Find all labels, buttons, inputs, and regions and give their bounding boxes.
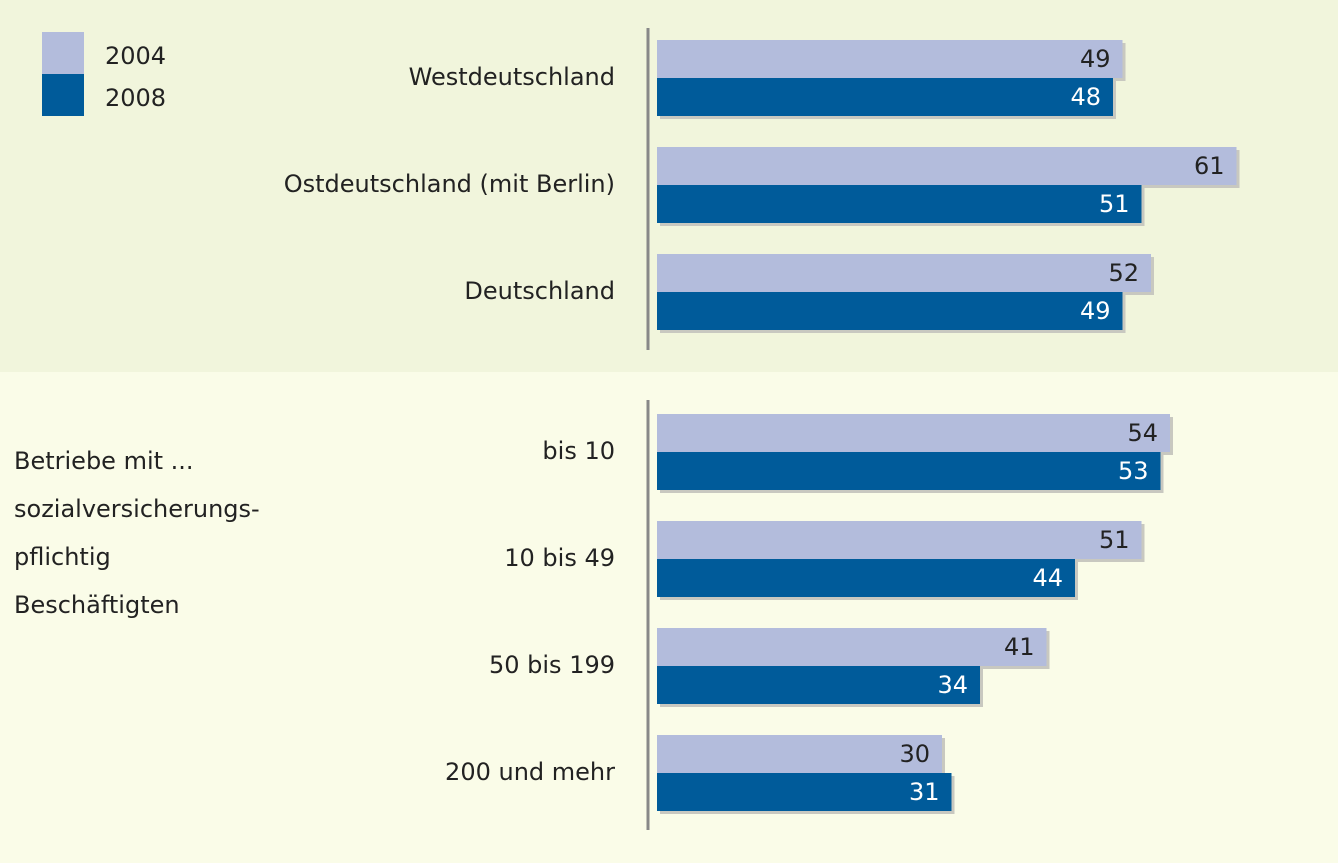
category-label: 10 bis 49 [504,544,615,572]
value-label: 41 [1004,633,1035,661]
value-label: 53 [1118,457,1149,485]
bar [657,521,1142,559]
value-label: 34 [937,671,968,699]
bar [657,292,1123,330]
value-label: 61 [1194,152,1225,180]
annotation: Betriebe mit ... [14,447,194,475]
value-label: 51 [1099,190,1130,218]
value-label: 30 [899,740,930,768]
category-label: bis 10 [542,437,615,465]
value-label: 49 [1080,297,1111,325]
bar [657,773,952,811]
bar [657,78,1113,116]
bar [657,414,1170,452]
legend-label: 2004 [105,42,166,70]
legend-label: 2008 [105,84,166,112]
category-label: Westdeutschland [409,63,615,91]
bar [657,254,1151,292]
value-label: 48 [1070,83,1101,111]
annotation: Beschäftigten [14,591,180,619]
bar [657,735,942,773]
value-label: 52 [1108,259,1139,287]
category-label: Ostdeutschland (mit Berlin) [284,170,615,198]
value-label: 31 [909,778,940,806]
value-label: 51 [1099,526,1130,554]
category-label: Deutschland [464,277,615,305]
value-label: 54 [1127,419,1158,447]
category-label: 50 bis 199 [489,651,615,679]
bar [657,147,1237,185]
bar [657,452,1161,490]
bar [657,185,1142,223]
bar [657,666,980,704]
bar [657,559,1075,597]
legend-swatch [42,74,84,116]
value-label: 44 [1032,564,1063,592]
legend-swatch [42,32,84,74]
category-label: 200 und mehr [445,758,615,786]
bar [657,628,1047,666]
bar [657,40,1123,78]
annotation: sozialversicherungs- [14,495,260,523]
value-label: 49 [1080,45,1111,73]
annotation: pflichtig [14,543,111,571]
